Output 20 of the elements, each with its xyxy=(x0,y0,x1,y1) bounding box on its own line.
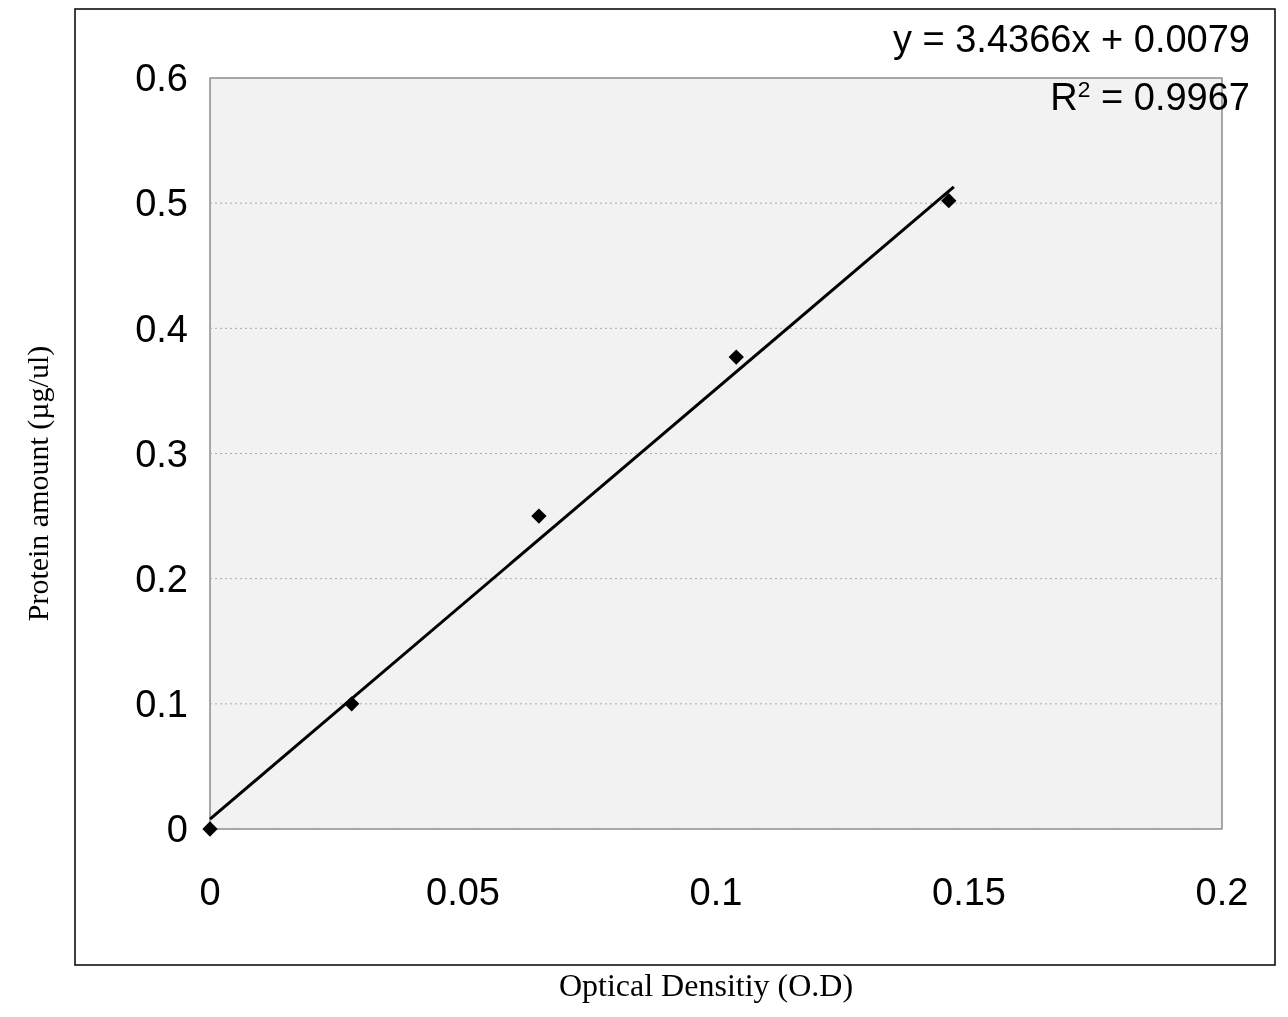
y-tick-label: 0.5 xyxy=(135,182,188,225)
point xyxy=(531,508,547,524)
point xyxy=(202,821,218,837)
y-tick-label: 0.4 xyxy=(135,307,188,350)
point xyxy=(941,192,957,209)
x-tick-label: 0.2 xyxy=(1195,871,1249,913)
x-axis-title: Optical Densitiy (O.D) xyxy=(558,967,854,1003)
x-tick-label: 0.05 xyxy=(426,871,500,913)
y-tick-label: 0.6 xyxy=(135,57,188,100)
y-tick-label: 0.3 xyxy=(135,432,188,475)
y-tick-label: 0.2 xyxy=(135,557,188,600)
y-tick-label: 0 xyxy=(166,808,188,851)
x-tick-label: 0 xyxy=(199,871,221,913)
text: y = 3.4366x + 0.0079 xyxy=(892,18,1250,60)
point xyxy=(728,349,744,365)
x-tick-label: 0.15 xyxy=(932,871,1006,913)
y-axis-title: Protein amount (µg/ul) xyxy=(21,345,55,622)
annotation: R$^{2}$ = 0.9967 xyxy=(1050,76,1250,118)
x-tick-label: 0.1 xyxy=(689,871,743,913)
y-tick-label: 0.1 xyxy=(135,683,188,726)
